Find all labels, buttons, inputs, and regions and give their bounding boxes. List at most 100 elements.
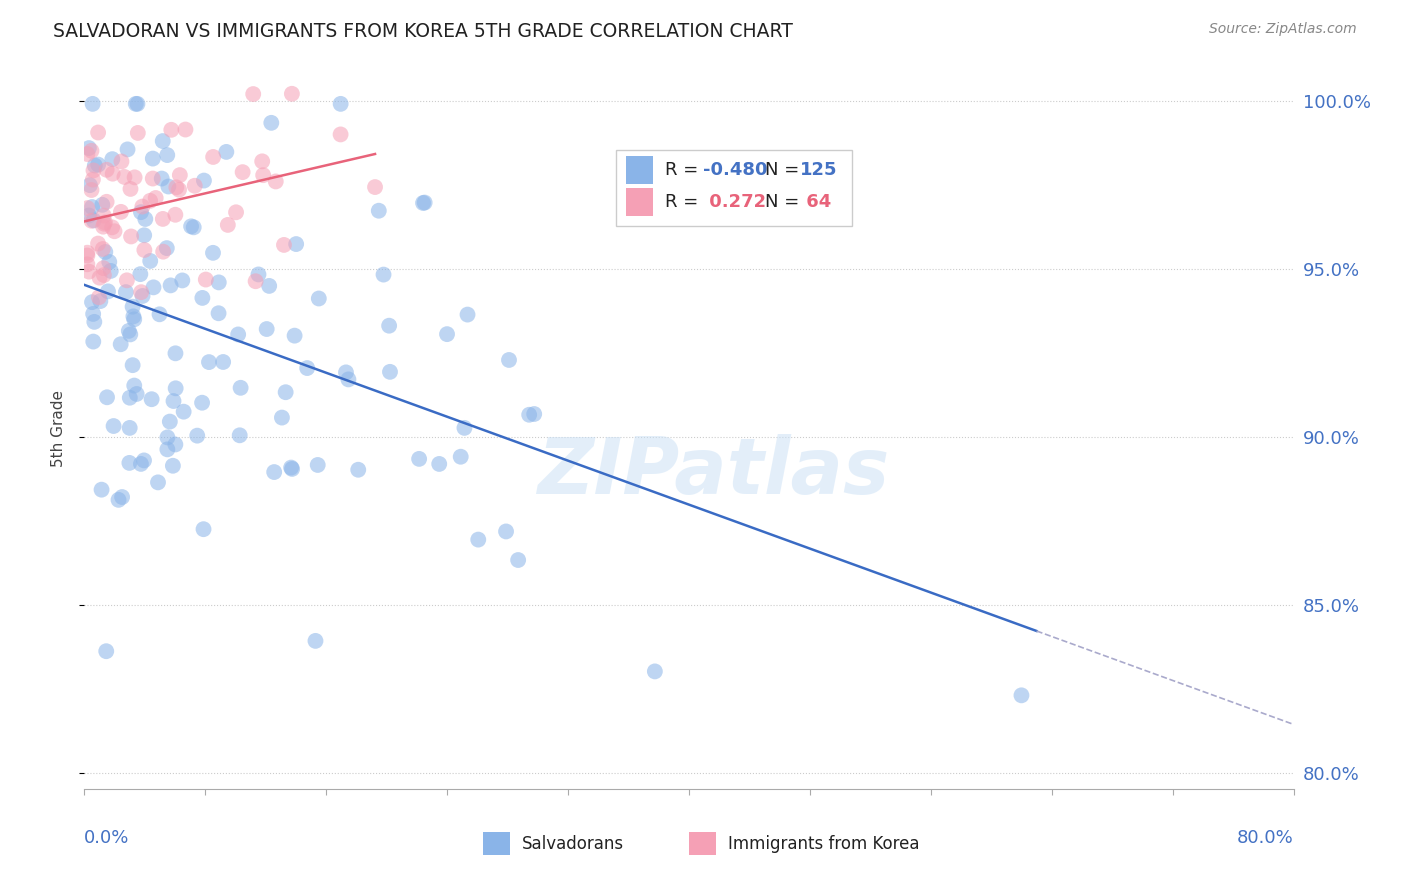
- Point: [103, 224, 125, 238]
- Point: [412, 196, 434, 211]
- Point: [408, 451, 430, 466]
- Point: [129, 205, 152, 219]
- Point: [256, 322, 278, 336]
- Point: [157, 179, 180, 194]
- Point: [245, 274, 267, 288]
- Bar: [626, 188, 652, 216]
- Point: [373, 268, 395, 282]
- Point: [271, 410, 294, 425]
- Text: 0.272: 0.272: [703, 193, 766, 211]
- Point: [117, 142, 139, 156]
- Point: [169, 168, 191, 182]
- Point: [280, 460, 302, 475]
- Point: [308, 292, 330, 306]
- Point: [457, 308, 479, 322]
- Point: [131, 289, 153, 303]
- Point: [156, 442, 179, 457]
- Point: [96, 390, 118, 404]
- Point: [100, 264, 122, 278]
- Point: [120, 229, 142, 244]
- Point: [91, 198, 114, 212]
- Point: [80, 295, 103, 310]
- Point: [226, 327, 249, 342]
- Text: 64: 64: [800, 193, 831, 211]
- Point: [347, 463, 370, 477]
- Point: [165, 180, 187, 194]
- Y-axis label: 5th Grade: 5th Grade: [51, 390, 66, 467]
- Point: [285, 237, 308, 252]
- Point: [125, 387, 148, 401]
- Point: [118, 456, 141, 470]
- Point: [79, 178, 101, 193]
- Point: [83, 159, 105, 173]
- Point: [198, 355, 221, 369]
- Point: [159, 278, 181, 293]
- Point: [150, 171, 173, 186]
- Point: [172, 273, 194, 287]
- Point: [110, 154, 132, 169]
- Point: [467, 533, 489, 547]
- Point: [304, 633, 326, 648]
- Point: [180, 219, 202, 234]
- Point: [103, 419, 125, 434]
- Point: [141, 392, 163, 407]
- Text: 80.0%: 80.0%: [1237, 830, 1294, 847]
- Point: [201, 245, 224, 260]
- Point: [191, 291, 214, 305]
- Point: [83, 213, 105, 227]
- Point: [186, 428, 208, 442]
- Point: [250, 154, 273, 169]
- Point: [337, 372, 360, 386]
- Point: [118, 324, 141, 338]
- Point: [208, 276, 231, 290]
- Point: [413, 195, 436, 210]
- Point: [90, 483, 112, 497]
- Point: [76, 248, 98, 262]
- Point: [165, 381, 187, 395]
- Point: [76, 257, 98, 271]
- Point: [329, 128, 352, 142]
- Text: SALVADORAN VS IMMIGRANTS FROM KOREA 5TH GRADE CORRELATION CHART: SALVADORAN VS IMMIGRANTS FROM KOREA 5TH …: [53, 22, 793, 41]
- Point: [148, 307, 170, 321]
- Point: [281, 462, 304, 476]
- Point: [165, 346, 187, 360]
- Point: [194, 272, 217, 286]
- Point: [1011, 689, 1033, 703]
- Point: [162, 458, 184, 473]
- Point: [98, 255, 121, 269]
- Point: [110, 337, 132, 351]
- Point: [508, 553, 530, 567]
- Point: [142, 280, 165, 294]
- Point: [498, 353, 520, 368]
- Point: [120, 327, 142, 342]
- Point: [76, 201, 98, 215]
- Point: [96, 644, 118, 658]
- Point: [94, 215, 117, 229]
- Text: N =: N =: [765, 193, 806, 211]
- Point: [115, 273, 138, 287]
- Point: [91, 219, 114, 234]
- Point: [89, 270, 111, 285]
- Point: [217, 218, 239, 232]
- Point: [97, 285, 120, 299]
- Point: [165, 208, 187, 222]
- Point: [257, 279, 280, 293]
- Point: [159, 415, 181, 429]
- Text: Salvadorans: Salvadorans: [522, 835, 624, 853]
- Point: [115, 285, 138, 299]
- Point: [82, 163, 104, 178]
- Point: [82, 200, 104, 214]
- Point: [207, 306, 229, 320]
- Point: [228, 428, 250, 442]
- Point: [162, 394, 184, 409]
- Point: [87, 158, 110, 172]
- Bar: [616, 150, 852, 226]
- Text: Source: ZipAtlas.com: Source: ZipAtlas.com: [1209, 22, 1357, 37]
- Point: [77, 209, 100, 223]
- Point: [82, 172, 104, 186]
- Text: 0.0%: 0.0%: [84, 830, 129, 847]
- Point: [183, 220, 205, 235]
- Point: [142, 152, 165, 166]
- Point: [152, 244, 174, 259]
- Point: [121, 358, 143, 372]
